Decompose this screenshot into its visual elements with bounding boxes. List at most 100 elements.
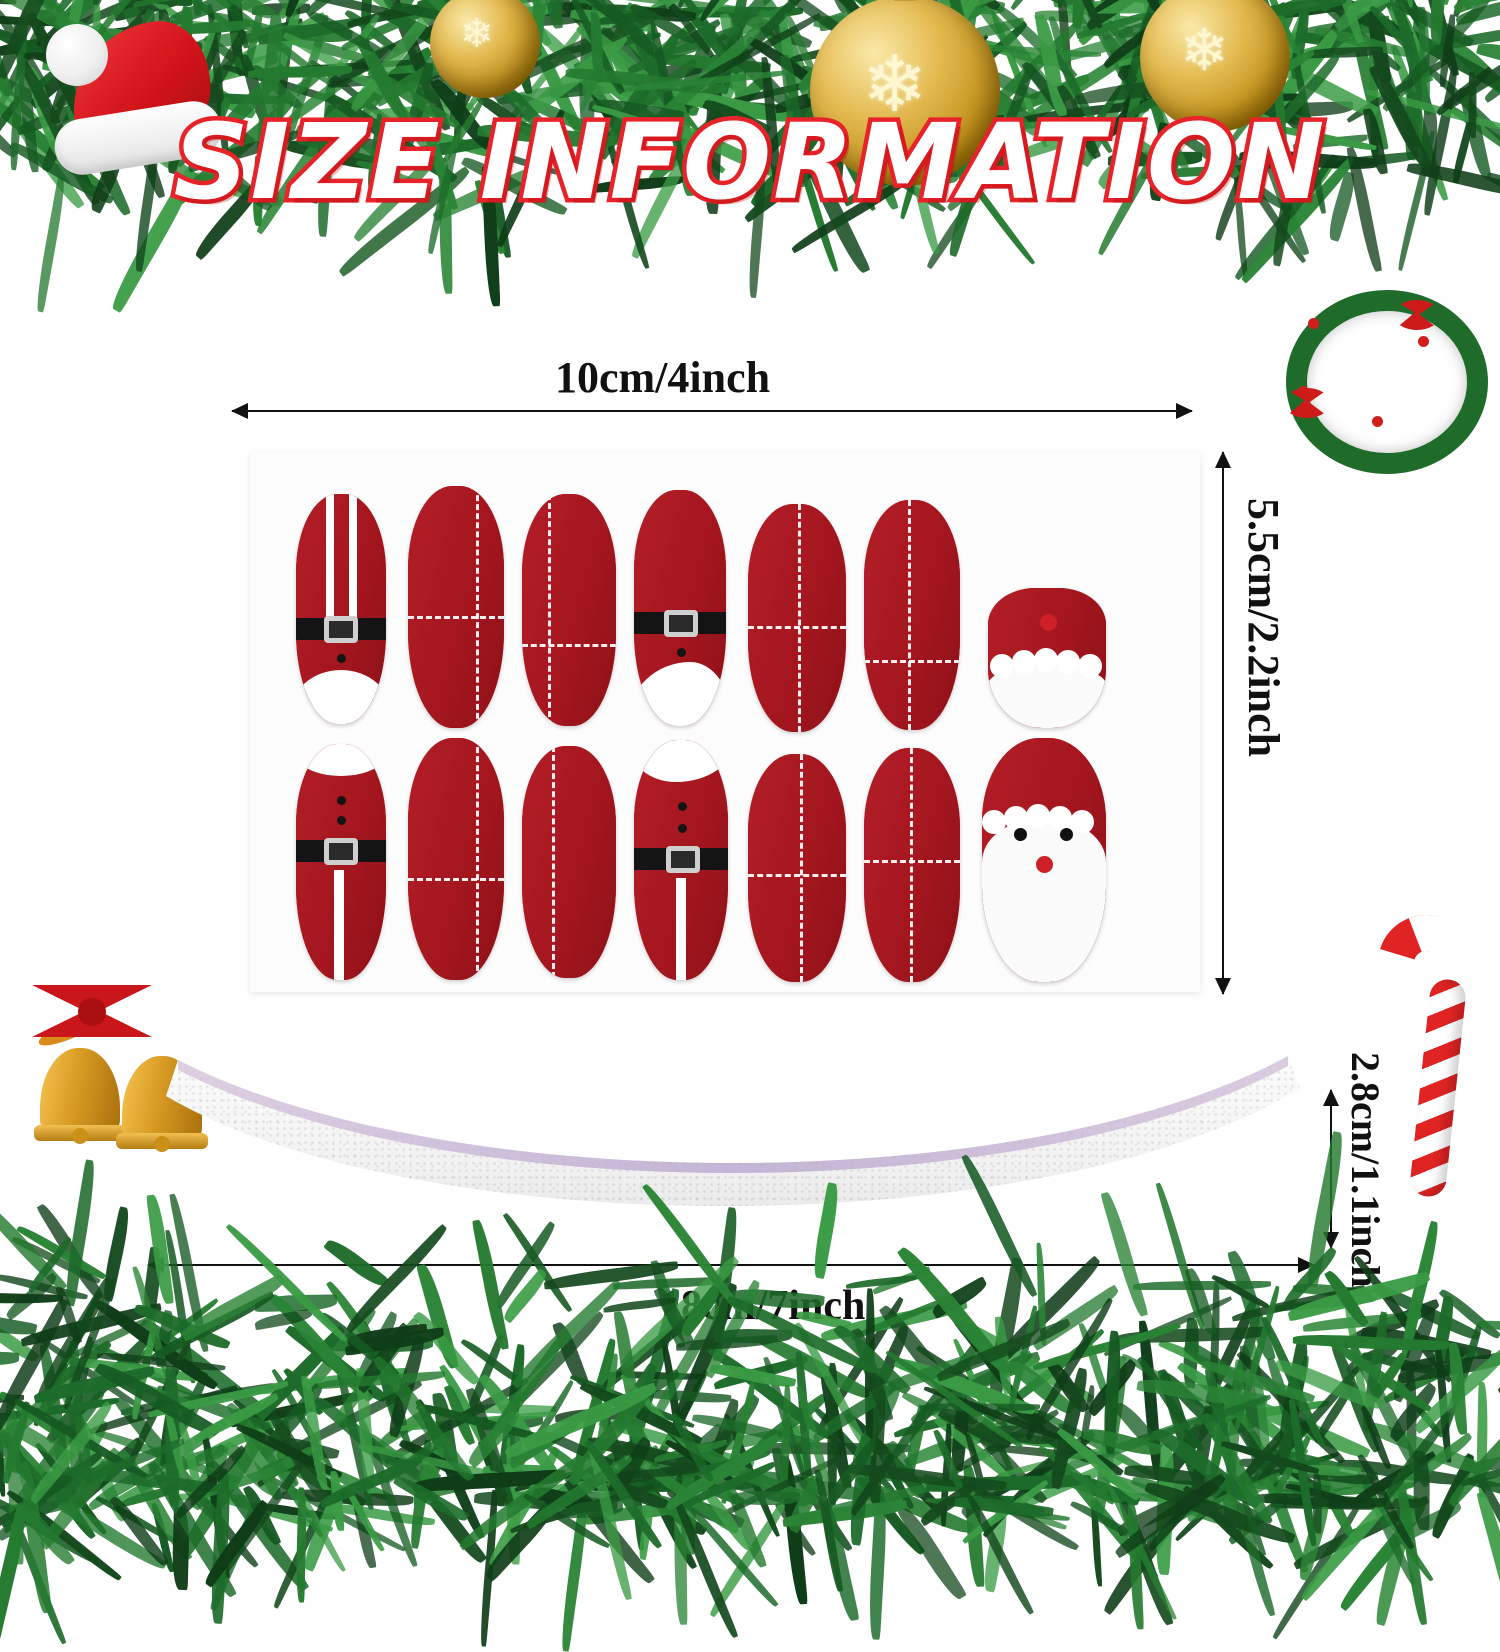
pine-needle bbox=[794, 1320, 875, 1459]
pine-needle bbox=[665, 1436, 734, 1485]
pine-needle bbox=[52, 0, 108, 18]
pine-needle bbox=[1159, 1367, 1220, 1431]
pine-needle bbox=[597, 22, 663, 90]
pine-needle bbox=[431, 1391, 460, 1476]
pine-needle bbox=[753, 1392, 830, 1451]
pine-needle bbox=[1390, 1500, 1465, 1547]
pine-needle bbox=[247, 65, 352, 78]
santa-nose bbox=[1036, 856, 1053, 873]
pine-needle bbox=[19, 1302, 164, 1347]
pine-needle bbox=[1138, 1320, 1164, 1481]
pine-needle bbox=[546, 1441, 603, 1492]
pine-needle bbox=[1330, 0, 1456, 32]
pine-needle bbox=[1292, 1463, 1362, 1479]
bow-knot bbox=[78, 998, 106, 1026]
pine-needle bbox=[1144, 1476, 1297, 1550]
pine-needle bbox=[687, 51, 744, 96]
pine-needle bbox=[415, 1400, 547, 1445]
pine-needle bbox=[94, 1493, 178, 1547]
pine-needle bbox=[1031, 1322, 1183, 1372]
pine-needle bbox=[178, 1273, 288, 1343]
pine-needle bbox=[737, 1464, 877, 1507]
pine-needle bbox=[1393, 7, 1435, 117]
pine-needle bbox=[1047, 1422, 1075, 1484]
wreath-berry bbox=[1308, 318, 1319, 329]
pine-needle bbox=[273, 21, 353, 45]
pine-needle bbox=[1408, 1335, 1472, 1359]
pine-needle bbox=[1437, 14, 1458, 88]
pine-needle bbox=[1090, 1499, 1103, 1586]
guide-dash-vertical bbox=[476, 486, 479, 728]
pine-needle bbox=[0, 1492, 100, 1568]
pine-needle bbox=[606, 0, 769, 18]
pine-needle bbox=[925, 1474, 1091, 1493]
pine-needle bbox=[1366, 9, 1392, 84]
pine-needle bbox=[778, 1385, 793, 1500]
pine-needle bbox=[14, 1395, 149, 1482]
nail-sticker-solid-red bbox=[408, 486, 504, 728]
pine-needle bbox=[173, 1480, 333, 1535]
pine-needle bbox=[1273, 1354, 1384, 1415]
pine-needle bbox=[1222, 1359, 1246, 1497]
sheet-width-arrow bbox=[231, 403, 1193, 419]
pine-needle bbox=[26, 1400, 117, 1505]
pine-needle bbox=[686, 8, 742, 78]
pine-needle bbox=[492, 1343, 529, 1507]
pine-needle bbox=[92, 1295, 219, 1394]
pine-needle bbox=[5, 1501, 67, 1646]
pine-needle bbox=[784, 1475, 826, 1534]
pine-needle bbox=[1292, 1495, 1433, 1570]
beard-bump bbox=[1070, 810, 1094, 834]
pine-needle bbox=[729, 1475, 809, 1511]
pine-needle bbox=[36, 1200, 105, 1303]
pine-needle bbox=[62, 1436, 147, 1514]
nail-base bbox=[408, 486, 504, 728]
pine-needle bbox=[225, 1399, 299, 1492]
pine-needle bbox=[1476, 38, 1500, 80]
pine-needle bbox=[108, 1493, 170, 1570]
pine-needle bbox=[1029, 0, 1098, 20]
pine-needle bbox=[1311, 1379, 1358, 1445]
pine-needle bbox=[278, 1433, 340, 1463]
pine-needle bbox=[281, 1453, 367, 1513]
pine-needle bbox=[1155, 1478, 1221, 1496]
pine-needle bbox=[176, 1423, 274, 1558]
pine-needle bbox=[512, 1379, 577, 1474]
pine-needle bbox=[1005, 1304, 1040, 1414]
sheet-height-arrow bbox=[1215, 451, 1231, 995]
pine-needle bbox=[133, 1299, 231, 1354]
pine-needle bbox=[381, 1377, 531, 1466]
pine-needle bbox=[665, 6, 803, 20]
pine-needle bbox=[1450, 0, 1484, 18]
pine-needle bbox=[937, 1402, 1013, 1453]
pine-needle bbox=[551, 1320, 590, 1389]
pine-needle bbox=[1374, 11, 1500, 103]
guide-dash-horizontal bbox=[408, 616, 504, 619]
pine-needle bbox=[426, 1471, 509, 1499]
pine-needle bbox=[384, 1333, 429, 1438]
nail-sticker-solid-red bbox=[748, 754, 846, 982]
pine-needle bbox=[312, 0, 395, 16]
pine-needle bbox=[184, 1443, 234, 1511]
pine-needle bbox=[157, 1407, 181, 1466]
pine-needle bbox=[970, 1328, 1107, 1435]
nail-sticker-solid-red bbox=[748, 504, 846, 732]
pine-needle bbox=[681, 12, 824, 93]
pine-needle bbox=[262, 1471, 406, 1554]
pine-needle bbox=[1357, 1452, 1416, 1552]
pine-needle bbox=[923, 1383, 1064, 1444]
christmas-bells-icon bbox=[10, 984, 260, 1152]
pine-needle bbox=[500, 1268, 551, 1324]
pine-needle bbox=[508, 1278, 625, 1390]
pine-needle bbox=[1270, 1501, 1365, 1640]
pine-needle bbox=[1396, 1220, 1443, 1359]
pine-needle bbox=[232, 1405, 284, 1504]
pine-needle bbox=[1139, 1457, 1271, 1545]
pine-needle bbox=[412, 1308, 481, 1389]
pine-needle bbox=[682, 1497, 780, 1609]
pine-needle bbox=[206, 1502, 262, 1612]
pine-needle bbox=[1314, 24, 1417, 62]
pine-needle bbox=[1372, 0, 1412, 51]
beard-bump bbox=[1048, 806, 1072, 830]
pine-needle bbox=[327, 71, 441, 88]
